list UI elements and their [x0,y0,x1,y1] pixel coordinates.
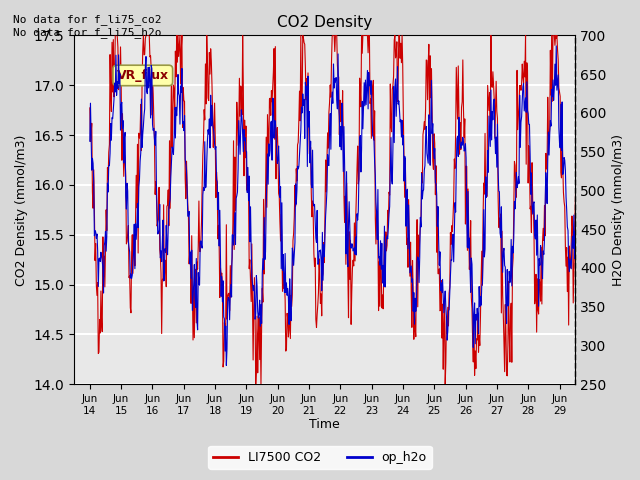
Text: VR_flux: VR_flux [116,69,169,82]
Y-axis label: CO2 Density (mmol/m3): CO2 Density (mmol/m3) [15,134,28,286]
Y-axis label: H2O Density (mmol/m3): H2O Density (mmol/m3) [612,134,625,286]
Text: No data for f_li75_co2
No data for f_li75_h2o: No data for f_li75_co2 No data for f_li7… [13,14,161,38]
X-axis label: Time: Time [309,419,340,432]
Title: CO2 Density: CO2 Density [277,15,372,30]
Bar [74,85,575,310]
Legend: LI7500 CO2, op_h2o: LI7500 CO2, op_h2o [209,446,431,469]
